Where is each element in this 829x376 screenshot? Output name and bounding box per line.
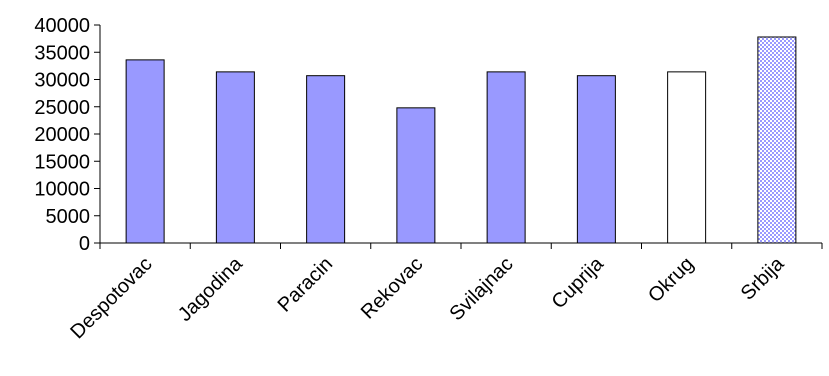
- bar-jagodina: [215, 71, 255, 244]
- bars: [125, 36, 797, 244]
- y-tick-label: 40000: [34, 15, 90, 37]
- bar-rekovac: [396, 107, 436, 244]
- category-labels: Despotovac Jagodina Paracin Rekovac Svilajna…: [66, 252, 789, 343]
- bar-despotovac: [125, 59, 165, 244]
- x-axis: [99, 242, 823, 249]
- y-tick-label: 35000: [34, 42, 90, 64]
- category-label-paracin: Paracin: [274, 253, 338, 317]
- y-axis: 0 5000 10000 15000 20000 25000 30000 35000 40000: [34, 15, 101, 255]
- category-label-cuprija: Cuprija: [548, 252, 609, 313]
- category-label-rekovac: Rekovac: [357, 253, 428, 324]
- y-tick-label: 25000: [34, 97, 90, 119]
- category-label-despotovac: Despotovac: [66, 253, 156, 343]
- category-label-jagodina: Jagodina: [174, 252, 248, 326]
- bar-svilajnac: [486, 71, 526, 244]
- y-tick-label: 0: [79, 233, 90, 255]
- y-tick-label: 5000: [46, 206, 91, 228]
- y-tick-label: 30000: [34, 70, 90, 92]
- category-label-srbija: Srbija: [737, 252, 789, 304]
- bar-cuprija: [576, 75, 616, 244]
- bar-srbija: [757, 36, 797, 244]
- bar-paracin: [306, 75, 346, 244]
- category-label-svilajnac: Svilajnac: [446, 253, 518, 325]
- y-tick-label: 10000: [34, 179, 90, 201]
- bar-okrug: [667, 71, 707, 244]
- y-tick-label: 15000: [34, 151, 90, 173]
- y-tick-label: 20000: [34, 124, 90, 146]
- category-label-okrug: Okrug: [644, 253, 698, 307]
